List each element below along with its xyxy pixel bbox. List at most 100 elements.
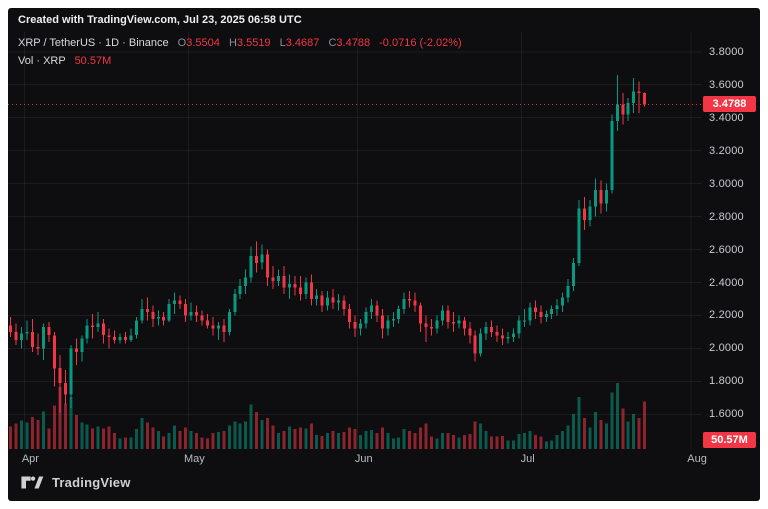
candle-body (222, 325, 226, 332)
time-tick-label: Aug (687, 453, 707, 465)
candle-body (31, 332, 35, 347)
volume-bar (419, 427, 423, 449)
price-tick-label: 3.0000 (709, 177, 744, 190)
candle-body (304, 282, 308, 294)
volume-bar (107, 426, 111, 449)
volume-bar (528, 431, 532, 449)
candle-body (80, 338, 84, 352)
volume-bar (63, 403, 67, 449)
volume-bar (380, 427, 384, 449)
candle-body (52, 335, 56, 369)
candle-body (446, 310, 450, 322)
volume-bar (233, 421, 237, 449)
candle-body (544, 313, 548, 318)
candle-body (337, 300, 341, 303)
candle-body (462, 320, 466, 329)
candle-body (63, 383, 67, 395)
volume-bar (287, 426, 291, 449)
tradingview-brand-text[interactable]: TradingView (52, 474, 131, 490)
volume-bar (386, 433, 390, 449)
volume-bar (25, 422, 29, 449)
volume-label[interactable]: Vol · XRP (18, 54, 66, 67)
candle-body (391, 318, 395, 321)
volume-bar (282, 431, 286, 449)
volume-bar (566, 425, 570, 449)
candle-body (58, 368, 62, 383)
candle-body (184, 304, 188, 316)
volume-bar (408, 431, 412, 449)
candle-body (583, 208, 586, 220)
legend-row-volume: Vol · XRP 50.57M (18, 53, 462, 71)
time-tick-label: Apr (21, 453, 39, 465)
volume-bar (643, 401, 647, 449)
price-axis[interactable]: 3.4788 50.57M 3.8000 3.6000 3.4000 3.2000 3.… (702, 32, 760, 449)
candle-body (69, 348, 73, 395)
candle-body (550, 308, 554, 314)
candle-body (522, 320, 526, 322)
volume-bar (200, 437, 204, 449)
volume-bar (178, 431, 182, 449)
candle-body (277, 275, 280, 281)
candle-body (495, 332, 499, 336)
candle-body (435, 320, 439, 329)
ohlc-open: O3.5504 (177, 37, 220, 49)
candle-body (162, 317, 166, 321)
price-tick-label: 2.2000 (709, 309, 744, 322)
price-tick-label: 3.6000 (709, 78, 744, 91)
volume-bar (293, 429, 297, 449)
legend-symbol[interactable]: XRP / TetherUS · 1D · Binance (18, 37, 169, 49)
volume-bar (424, 423, 428, 449)
candle-body (200, 315, 204, 321)
candle-body (326, 297, 330, 306)
candle-body (282, 275, 286, 288)
candle-body (430, 327, 433, 329)
chart-plot-area[interactable]: XRP / TetherUS · 1D · Binance O3.5504 H3… (8, 32, 702, 449)
time-tick-label: Jul (520, 453, 535, 465)
candle-body (9, 325, 13, 332)
volume-bar (555, 434, 559, 449)
volume-bar (315, 434, 319, 449)
volume-bar (69, 397, 73, 449)
volume-bar (615, 383, 619, 449)
candle-body (397, 308, 401, 319)
volume-bar (457, 437, 461, 449)
tradingview-logo-icon[interactable] (20, 475, 44, 490)
candle-body (134, 320, 138, 336)
candle-body (216, 325, 220, 329)
candle-body (588, 206, 592, 220)
candlestick-chart[interactable] (8, 32, 702, 449)
volume-bar (430, 436, 433, 449)
volume-bar (304, 428, 308, 449)
volume-bar (544, 441, 548, 449)
volume-bar (102, 428, 106, 449)
candle-body (424, 323, 428, 327)
volume-bar (134, 429, 138, 449)
price-tick-label: 2.6000 (709, 243, 744, 256)
volume-bar (113, 433, 117, 449)
volume-bar (353, 429, 357, 449)
volume-bar (577, 397, 581, 449)
volume-bar (167, 433, 171, 449)
price-tick-label: 3.4000 (709, 111, 744, 124)
candle-body (413, 300, 417, 306)
volume-bar (506, 440, 510, 449)
volume-bar (80, 422, 84, 449)
volume-bar (517, 433, 521, 449)
volume-bar (58, 386, 62, 449)
candle-body (643, 92, 647, 105)
candle-body (386, 320, 390, 329)
candle-body (353, 322, 357, 329)
time-axis[interactable]: Apr May Jun Jul Aug (8, 449, 707, 471)
time-row: Apr May Jun Jul Aug (8, 449, 760, 471)
candle-body (25, 332, 29, 334)
volume-bar (52, 405, 56, 449)
volume-bar (446, 433, 450, 449)
volume-bar (140, 417, 144, 449)
volume-bar (124, 437, 127, 449)
volume-bar (522, 433, 526, 449)
candle-body (42, 327, 45, 349)
candle-body (129, 335, 133, 341)
chart-legend: XRP / TetherUS · 1D · Binance O3.5504 H3… (18, 35, 462, 70)
volume-bar (561, 431, 565, 449)
